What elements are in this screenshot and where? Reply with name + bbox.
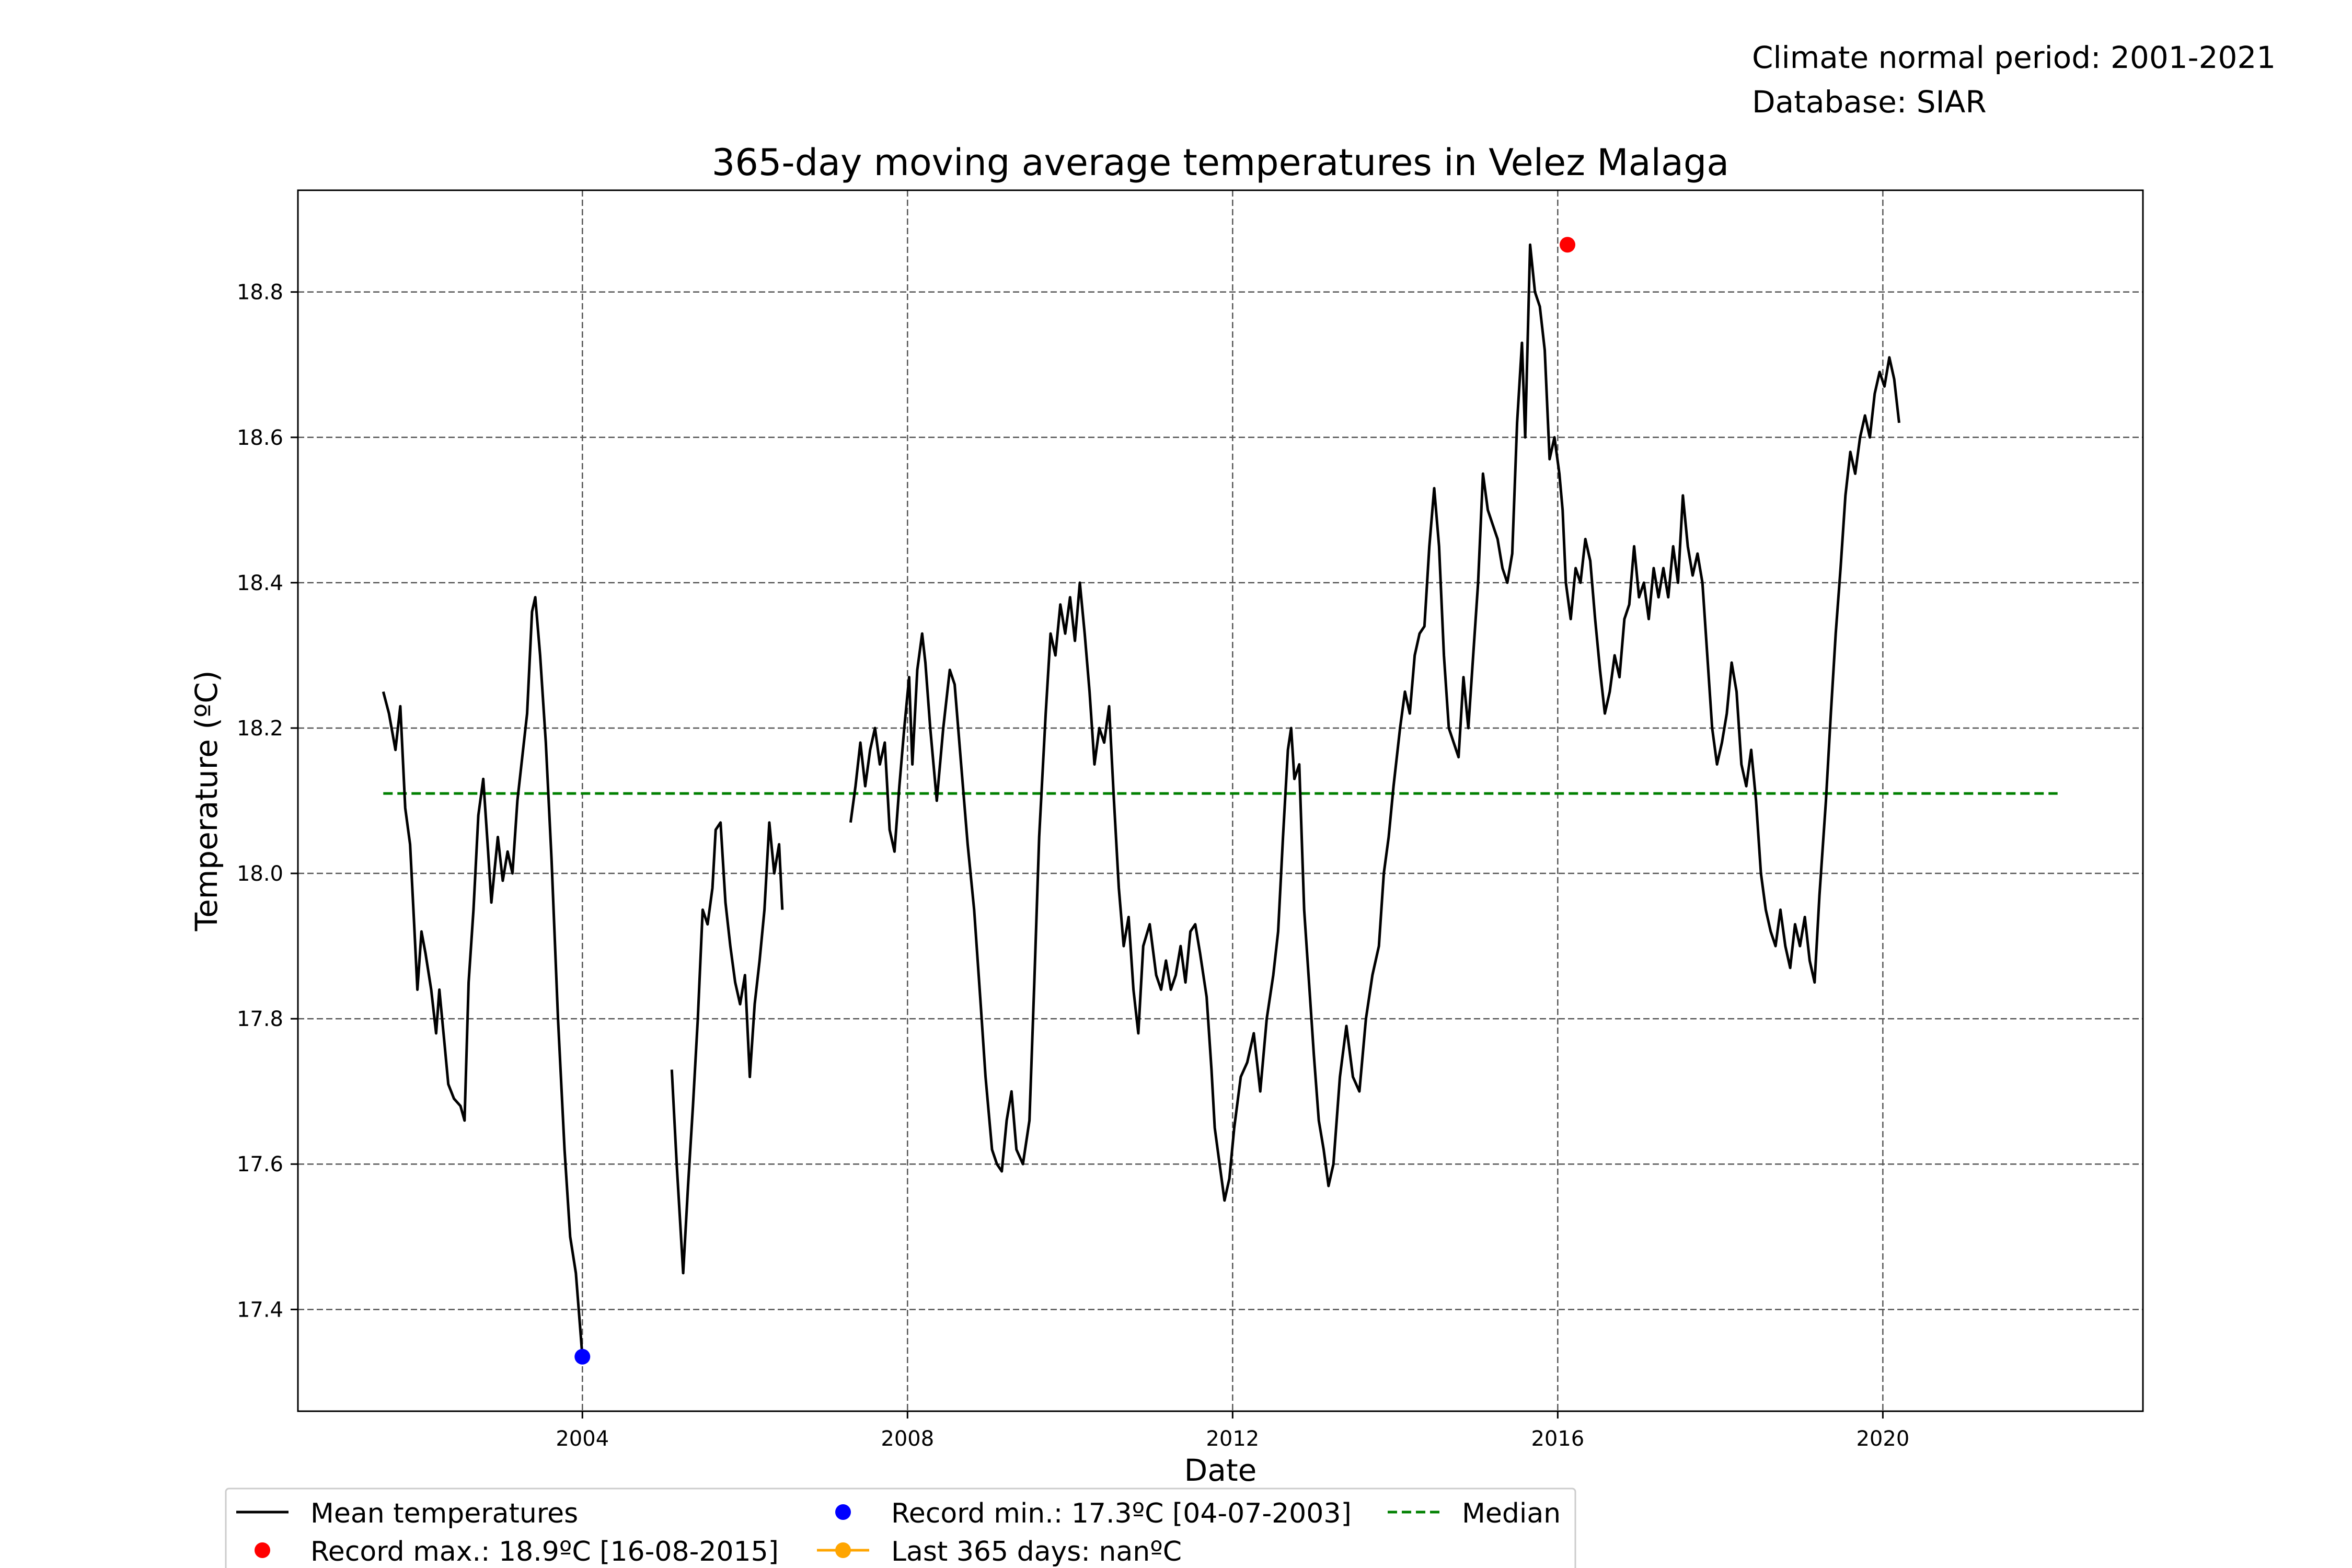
legend-label: Last 365 days: nanºC	[891, 1536, 1182, 1567]
x-tick-label: 2016	[1531, 1427, 1584, 1451]
y-axis-label: Temperature (ºC)	[189, 671, 224, 932]
mean-temperature-line	[670, 821, 784, 1275]
x-tick-label: 2004	[556, 1427, 609, 1451]
legend-label: Mean temperatures	[310, 1498, 578, 1529]
legend-label: Record min.: 17.3ºC [04-07-2003]	[891, 1498, 1352, 1529]
legend-record-max-marker-swatch	[255, 1542, 270, 1558]
legend-label: Median	[1462, 1498, 1561, 1529]
mean-temperature-line	[849, 243, 1900, 1202]
y-tick-label: 18.6	[237, 426, 283, 450]
legend-frame	[225, 1488, 1576, 1568]
axis-ticks: 2004 2008 2012 2016 2020 17.4 17.6 17.8 18.0 18.2…	[237, 281, 1909, 1451]
y-tick-label: 17.8	[237, 1007, 283, 1031]
x-tick-label: 2020	[1856, 1427, 1909, 1451]
y-tick-label: 18.4	[237, 571, 283, 595]
chart-legend: Mean temperatures Record max.: 18.9ºC [16…	[225, 1488, 1576, 1568]
y-tick-label: 17.4	[237, 1298, 283, 1322]
y-tick-label: 18.8	[237, 281, 283, 305]
y-tick-label: 17.6	[237, 1152, 283, 1177]
plot-data	[382, 237, 2058, 1365]
y-tick-label: 18.0	[237, 862, 283, 886]
climate-normal-text: Climate normal period: 2001-2021	[1752, 40, 2276, 75]
x-axis-label: Date	[1184, 1452, 1257, 1488]
record-max-marker	[1560, 237, 1576, 253]
x-tick-label: 2012	[1206, 1427, 1259, 1451]
legend-last365-marker-swatch	[835, 1542, 851, 1558]
legend-record-min-marker-swatch	[835, 1504, 851, 1520]
x-tick-label: 2008	[881, 1427, 934, 1451]
chart-title: 365-day moving average temperatures in V…	[712, 141, 1729, 184]
legend-label: Record max.: 18.9ºC [16-08-2015]	[310, 1536, 779, 1567]
plot-frame	[297, 189, 2144, 1412]
record-min-marker	[574, 1348, 591, 1365]
mean-temperature-line	[382, 596, 584, 1357]
database-text: Database: SIAR	[1752, 84, 1987, 120]
y-tick-label: 18.2	[237, 717, 283, 741]
